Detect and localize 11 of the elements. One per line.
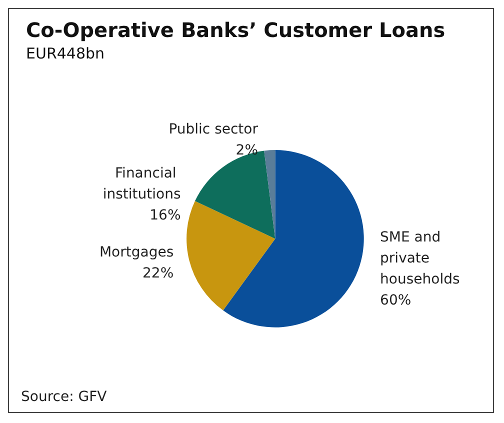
data-label: 2% (236, 142, 258, 159)
data-label: 22% (142, 266, 174, 282)
slice-label: Mortgages (99, 244, 174, 261)
slice-label: SME and private households (380, 230, 460, 288)
source-note: Source: GFV (21, 389, 108, 405)
slice-label: Public sector (168, 122, 258, 138)
data-label: 60% (380, 292, 412, 309)
data-label: 16% (150, 208, 181, 224)
chart-subtitle: EUR448bn (26, 44, 105, 62)
slice-label: Financial institutions (102, 166, 181, 203)
chart-title: Co-Operative Banks’ Customer Loans (26, 18, 446, 42)
